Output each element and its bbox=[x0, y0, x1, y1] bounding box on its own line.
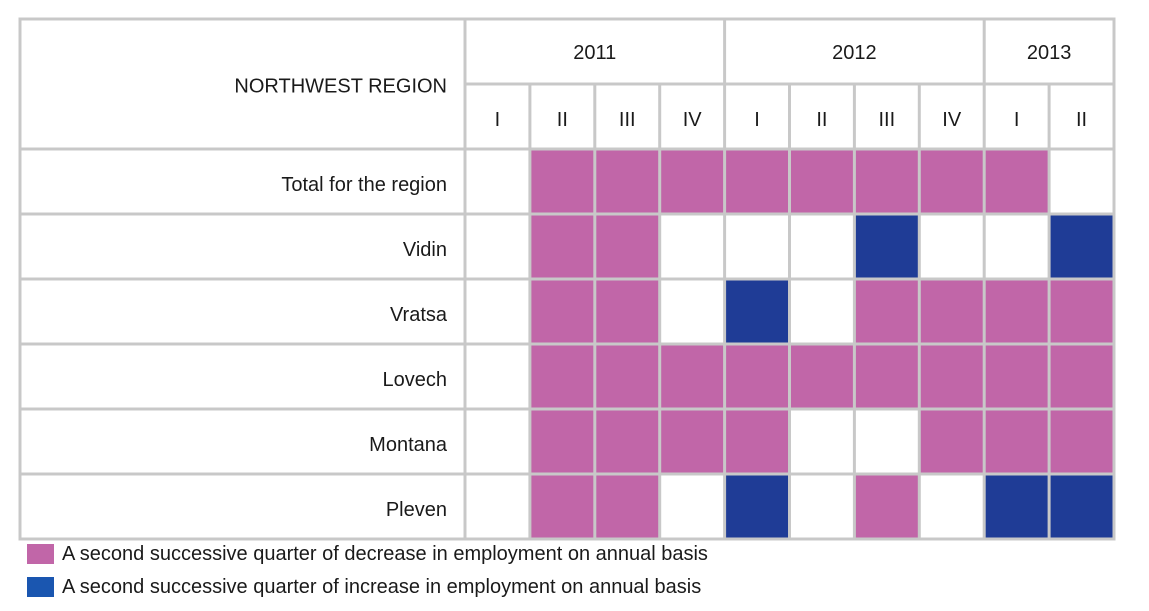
year-label: 2011 bbox=[573, 42, 616, 64]
row-label: Pleven bbox=[386, 499, 447, 521]
heatmap-cell bbox=[529, 149, 595, 214]
heatmap-cell bbox=[789, 214, 855, 279]
heatmap-cell bbox=[659, 344, 725, 409]
heatmap-cell bbox=[1049, 409, 1114, 474]
heatmap-cell bbox=[919, 344, 985, 409]
heatmap-cell bbox=[1049, 344, 1114, 409]
quarter-label: I bbox=[754, 109, 760, 131]
chart-title: NORTHWEST REGION bbox=[234, 75, 447, 97]
heatmap-cell bbox=[594, 474, 660, 539]
heatmap-cell bbox=[529, 474, 595, 539]
heatmap-cell bbox=[1049, 474, 1114, 539]
heatmap-cell bbox=[594, 409, 660, 474]
year-label: 2012 bbox=[832, 42, 877, 64]
heatmap-cell bbox=[919, 409, 985, 474]
quarter-label: II bbox=[1076, 109, 1087, 131]
heatmap-cell bbox=[724, 149, 790, 214]
heatmap-cell bbox=[984, 214, 1050, 279]
heatmap-cell bbox=[529, 214, 595, 279]
heatmap-cell bbox=[659, 149, 725, 214]
heatmap-cell bbox=[465, 409, 530, 474]
heatmap-cell bbox=[854, 149, 920, 214]
heatmap-cell bbox=[594, 279, 660, 344]
heatmap-cell bbox=[724, 409, 790, 474]
quarter-label: III bbox=[879, 109, 896, 131]
heatmap-cell bbox=[854, 474, 920, 539]
heatmap-cell bbox=[659, 409, 725, 474]
heatmap-cell bbox=[854, 214, 920, 279]
quarter-label: I bbox=[495, 109, 501, 131]
heatmap-cell bbox=[659, 279, 725, 344]
heatmap-cell bbox=[594, 214, 660, 279]
heatmap-cell bbox=[789, 279, 855, 344]
legend-label-decrease: A second successive quarter of decrease … bbox=[62, 543, 708, 565]
legend-item-increase: A second successive quarter of increase … bbox=[27, 576, 701, 598]
heatmap-cell bbox=[984, 149, 1050, 214]
heatmap-cell bbox=[465, 149, 530, 214]
heatmap-cell bbox=[984, 279, 1050, 344]
heatmap-cell bbox=[919, 279, 985, 344]
heatmap-cell bbox=[919, 149, 985, 214]
quarter-label: II bbox=[816, 109, 827, 131]
legend-item-decrease: A second successive quarter of decrease … bbox=[27, 543, 708, 565]
row-label: Vratsa bbox=[390, 304, 448, 326]
legend-swatch-decrease bbox=[27, 544, 54, 564]
row-label: Vidin bbox=[403, 239, 447, 261]
row-label: Total for the region bbox=[281, 174, 447, 196]
heatmap-cell bbox=[465, 214, 530, 279]
heatmap-cell bbox=[529, 344, 595, 409]
heatmap-cell bbox=[1049, 214, 1114, 279]
heatmap-cell bbox=[789, 344, 855, 409]
heatmap-cell bbox=[1049, 279, 1114, 344]
heatmap-cell bbox=[724, 344, 790, 409]
heatmap-cell bbox=[724, 214, 790, 279]
heatmap-cell bbox=[789, 409, 855, 474]
heatmap-cell bbox=[529, 409, 595, 474]
heatmap-cell bbox=[724, 474, 790, 539]
heatmap-cell bbox=[594, 344, 660, 409]
heatmap-cell bbox=[724, 279, 790, 344]
heatmap-cell bbox=[465, 279, 530, 344]
row-label: Montana bbox=[369, 434, 448, 456]
heatmap-cell bbox=[465, 474, 530, 539]
heatmap-cell bbox=[1049, 149, 1114, 214]
heatmap-cell bbox=[465, 344, 530, 409]
heatmap-cell bbox=[659, 214, 725, 279]
heatmap-cell bbox=[984, 474, 1050, 539]
heatmap-cell bbox=[984, 409, 1050, 474]
quarter-label: IV bbox=[942, 109, 962, 131]
year-label: 2013 bbox=[1027, 42, 1072, 64]
heatmap-cell bbox=[919, 474, 985, 539]
heatmap-cell bbox=[854, 344, 920, 409]
heatmap-cell bbox=[659, 474, 725, 539]
heatmap-cell bbox=[529, 279, 595, 344]
legend-label-increase: A second successive quarter of increase … bbox=[62, 576, 702, 598]
heatmap-cell bbox=[594, 149, 660, 214]
legend-swatch-increase bbox=[27, 577, 54, 597]
heatmap-cell bbox=[854, 279, 920, 344]
heatmap-cell bbox=[984, 344, 1050, 409]
quarter-label: III bbox=[619, 109, 636, 131]
row-label: Lovech bbox=[383, 369, 448, 391]
heatmap-cell bbox=[854, 409, 920, 474]
quarter-label: IV bbox=[683, 109, 703, 131]
quarter-label: I bbox=[1014, 109, 1020, 131]
heatmap-cell bbox=[919, 214, 985, 279]
heatmap-cell bbox=[789, 474, 855, 539]
quarter-label: II bbox=[557, 109, 568, 131]
heatmap-cell bbox=[789, 149, 855, 214]
